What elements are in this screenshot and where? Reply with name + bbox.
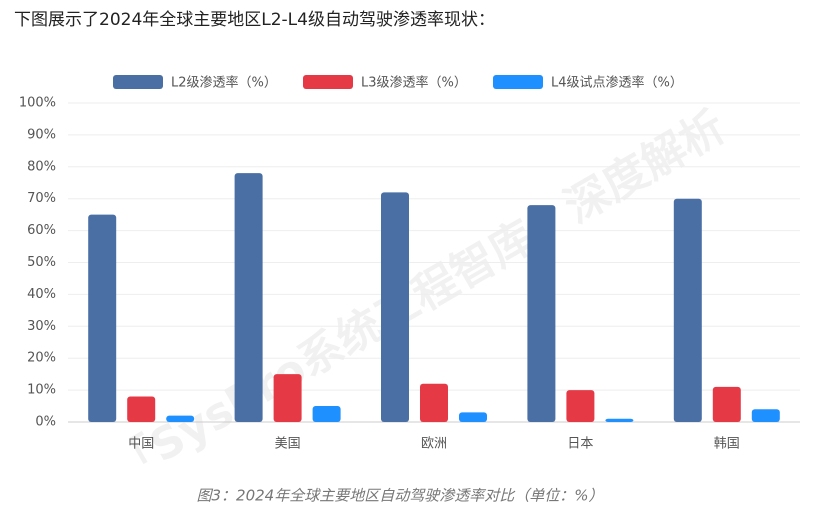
legend-swatch: [303, 75, 353, 89]
bar: [420, 383, 448, 422]
y-tick-label: 0%: [35, 415, 56, 430]
bar: [605, 418, 634, 422]
bar: [234, 173, 263, 422]
y-tick-label: 100%: [19, 96, 56, 111]
bar: [712, 386, 741, 422]
bar: [527, 205, 556, 422]
y-tick-label: 50%: [27, 255, 56, 270]
bar: [459, 412, 487, 422]
bar: [166, 415, 195, 422]
y-tick-label: 70%: [27, 191, 56, 206]
legend-label: L3级渗透率（%）: [361, 75, 467, 91]
legend-label: L2级渗透率（%）: [171, 75, 277, 91]
caption: 图3：2024年全球主要地区自动驾驶渗透率对比（单位：%）: [197, 487, 604, 505]
y-tick-label: 20%: [27, 351, 56, 366]
bar: [673, 198, 702, 422]
x-tick-label: 欧洲: [421, 437, 447, 452]
y-tick-label: 40%: [27, 287, 56, 302]
heading: 下图展示了2024年全球主要地区L2-L4级自动驾驶渗透率现状：: [14, 10, 495, 30]
bar: [381, 192, 409, 422]
legend-label: L4级试点渗透率（%）: [551, 75, 683, 91]
bar: [566, 390, 595, 422]
y-tick-label: 80%: [27, 159, 56, 174]
bar: [273, 374, 302, 422]
bar: [88, 214, 117, 422]
x-tick-label: 美国: [275, 437, 301, 452]
x-tick-label: 中国: [128, 437, 154, 452]
watermark: 「SysPro系统工程智库」深度解析: [103, 101, 734, 495]
bar: [751, 409, 780, 422]
legend-swatch: [493, 75, 543, 89]
y-tick-label: 90%: [27, 127, 56, 142]
x-tick-label: 日本: [567, 437, 593, 452]
y-tick-label: 60%: [27, 223, 56, 238]
bar: [312, 406, 341, 422]
bar: [127, 396, 156, 422]
y-tick-label: 10%: [27, 383, 56, 398]
y-tick-label: 30%: [27, 319, 56, 334]
legend-swatch: [113, 75, 163, 89]
x-tick-label: 韩国: [714, 437, 740, 452]
